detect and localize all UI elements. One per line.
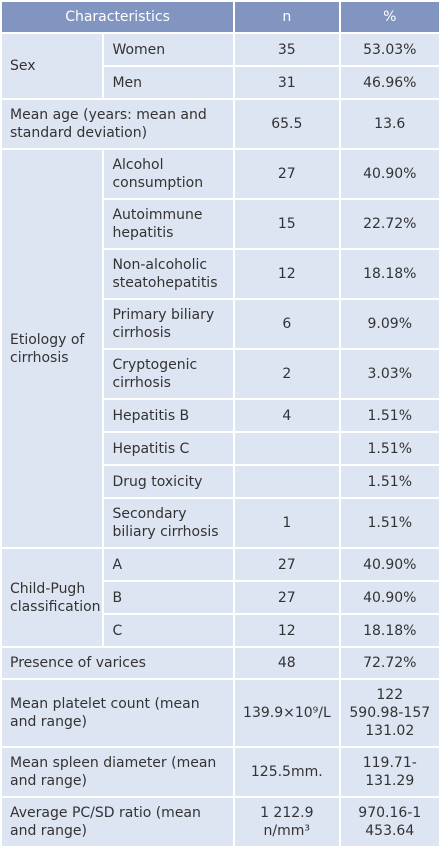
percent-cell: 970.16-1 453.64	[340, 798, 439, 846]
row-label: C	[104, 615, 234, 646]
count-cell: 35	[235, 34, 339, 65]
group-label: Etiology of cirrhosis	[2, 150, 103, 547]
count-cell	[235, 433, 339, 464]
count-cell: 27	[235, 150, 339, 198]
group-label: Child-Pugh classification	[2, 549, 103, 646]
percent-cell: 1.51%	[340, 466, 439, 497]
count-cell: 1	[235, 499, 339, 547]
row-label: Mean platelet count (mean and range)	[2, 680, 234, 746]
count-cell: 6	[235, 300, 339, 348]
row-label: Women	[104, 34, 234, 65]
table-row: Sex Women 35 53.03%	[2, 34, 439, 98]
percent-cell: 122 590.98-157 131.02	[340, 680, 439, 746]
table-row: Cryptogenic cirrhosis 2 3.03%	[2, 350, 439, 398]
count-cell: 12	[235, 250, 339, 298]
characteristics-table: Characteristics n % Sex Women 35 53.03% Men 3…	[2, 2, 439, 846]
row-label: Secondary biliary cirrhosis	[104, 499, 234, 547]
table-row: Mean platelet count (mean and range) 139.…	[2, 680, 439, 746]
percent-cell: 18.18%	[340, 615, 439, 646]
row-label: Primary biliary cirrhosis	[104, 300, 234, 348]
percent-cell: 13.6	[340, 100, 439, 148]
row-label: Average PC/SD ratio (mean and range)	[2, 798, 234, 846]
count-cell: 15	[235, 200, 339, 248]
row-label: A	[104, 549, 234, 580]
row-label: Hepatitis B	[104, 400, 234, 431]
table-row: Hepatitis B 4 1.51%	[2, 400, 439, 431]
row-label: Hepatitis C	[104, 433, 234, 464]
percent-cell: 1.51%	[340, 433, 439, 464]
count-cell: 4	[235, 400, 339, 431]
percent-cell: 46.96%	[340, 67, 439, 98]
table-row: Mean age (years: mean and standard devia…	[2, 100, 439, 148]
table-row: Average PC/SD ratio (mean and range) 1 21…	[2, 798, 439, 846]
percent-cell: 72.72%	[340, 648, 439, 678]
table-row: Presence of varices 48 72.72%	[2, 648, 439, 678]
table-row: Men 31 46.96%	[2, 67, 439, 98]
row-label: Non-alcoholic steatohepatitis	[104, 250, 234, 298]
count-cell: 27	[235, 549, 339, 580]
percent-cell: 3.03%	[340, 350, 439, 398]
percent-cell: 22.72%	[340, 200, 439, 248]
table-row: Mean spleen diameter (mean and range) 125…	[2, 748, 439, 796]
table-row: Drug toxicity 1.51%	[2, 466, 439, 497]
table-row: Child-Pugh classification A 27 40.90%	[2, 549, 439, 646]
row-label: Presence of varices	[2, 648, 234, 678]
percent-cell: 40.90%	[340, 582, 439, 613]
table-row: Autoimmune hepatitis 15 22.72%	[2, 200, 439, 248]
count-cell: 1 212.9 n/mm³	[235, 798, 339, 846]
count-cell: 65.5	[235, 100, 339, 148]
count-cell: 48	[235, 648, 339, 678]
percent-cell: 40.90%	[340, 549, 439, 580]
table-body: Sex Women 35 53.03% Men 31 46.96% Mean age (yea…	[2, 34, 439, 846]
count-cell: 12	[235, 615, 339, 646]
percent-cell: 18.18%	[340, 250, 439, 298]
header-cell: Characteristics	[2, 2, 234, 32]
table-row: Etiology of cirrhosis Alcohol consumption…	[2, 150, 439, 547]
table-row: Non-alcoholic steatohepatitis 12 18.18%	[2, 250, 439, 298]
percent-cell: 1.51%	[340, 400, 439, 431]
table-row: C 12 18.18%	[2, 615, 439, 646]
count-cell: 139.9×10⁹/L	[235, 680, 339, 746]
table-head: Characteristics n %	[2, 2, 439, 32]
count-cell: 31	[235, 67, 339, 98]
header-cell: n	[235, 2, 339, 32]
count-cell: 27	[235, 582, 339, 613]
row-label: Men	[104, 67, 234, 98]
header-row: Characteristics n %	[2, 2, 439, 32]
row-label: Cryptogenic cirrhosis	[104, 350, 234, 398]
header-cell: %	[340, 2, 439, 32]
row-label: Autoimmune hepatitis	[104, 200, 234, 248]
table-row: Hepatitis C 1.51%	[2, 433, 439, 464]
row-label: Drug toxicity	[104, 466, 234, 497]
percent-cell: 1.51%	[340, 499, 439, 547]
row-label: B	[104, 582, 234, 613]
percent-cell: 40.90%	[340, 150, 439, 198]
table-row: B 27 40.90%	[2, 582, 439, 613]
row-label: Mean age (years: mean and standard devia…	[2, 100, 234, 148]
table-row: Primary biliary cirrhosis 6 9.09%	[2, 300, 439, 348]
table-row: Secondary biliary cirrhosis 1 1.51%	[2, 499, 439, 547]
row-label: Mean spleen diameter (mean and range)	[2, 748, 234, 796]
row-label: Alcohol consumption	[104, 150, 234, 198]
percent-cell: 53.03%	[340, 34, 439, 65]
percent-cell: 9.09%	[340, 300, 439, 348]
group-label: Sex	[2, 34, 103, 98]
count-cell	[235, 466, 339, 497]
percent-cell: 119.71-131.29	[340, 748, 439, 796]
count-cell: 125.5mm.	[235, 748, 339, 796]
count-cell: 2	[235, 350, 339, 398]
